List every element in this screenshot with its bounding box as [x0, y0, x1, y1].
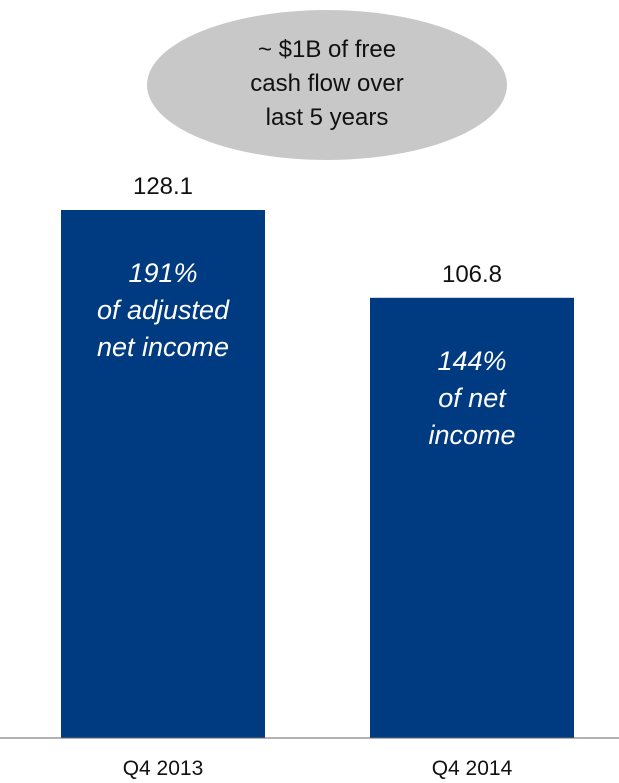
bar-annotation-q4-2013-line-3: net income — [97, 332, 229, 362]
callout-line-2: cash flow over — [250, 70, 403, 97]
bar-annotation-q4-2014-line-2: of net — [438, 383, 507, 413]
bars-group: 128.1 191% of adjusted net income Q4 2013 106… — [61, 173, 574, 780]
bar-q4-2013 — [61, 210, 265, 738]
callout-line-3: last 5 years — [266, 104, 389, 131]
callout-bubble: ~ $1B of free cash flow over last 5 year… — [147, 10, 507, 160]
bar-annotation-q4-2014-line-1: 144% — [437, 346, 506, 376]
category-label-q4-2013: Q4 2013 — [123, 757, 204, 780]
callout-line-1: ~ $1B of free — [258, 36, 396, 63]
bar-annotation-q4-2013-line-2: of adjusted — [97, 295, 230, 325]
callout-ellipse — [147, 10, 507, 160]
value-label-q4-2014: 106.8 — [442, 261, 502, 288]
bar-annotation-q4-2014-line-3: income — [428, 420, 515, 450]
bar-q4-2014 — [370, 297, 574, 738]
bar-annotation-q4-2013-line-1: 191% — [128, 258, 197, 288]
category-label-q4-2014: Q4 2014 — [432, 757, 513, 780]
value-label-q4-2013: 128.1 — [133, 173, 193, 200]
